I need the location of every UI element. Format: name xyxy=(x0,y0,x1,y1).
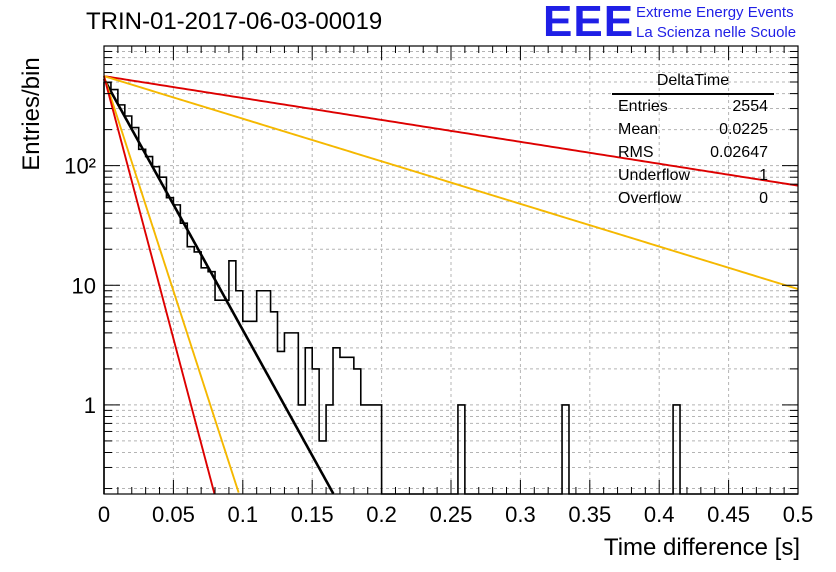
y-tick-label: 1 xyxy=(84,393,96,418)
x-tick-label: 0.2 xyxy=(366,502,397,527)
logo-subtitle-1: Extreme Energy Events xyxy=(636,4,794,21)
stats-value: 0 xyxy=(759,190,768,207)
x-tick-label: 0.35 xyxy=(568,502,611,527)
stats-row-mean: Mean 0.0225 xyxy=(612,118,774,141)
y-tick-label: 10 xyxy=(72,273,96,298)
stats-label: Underflow xyxy=(618,167,691,184)
fit-curve xyxy=(103,75,240,493)
stats-box: DeltaTime Entries 2554 Mean 0.0225 RMS 0… xyxy=(612,72,774,210)
logo-subtitle-2: La Scienza nelle Scuole xyxy=(636,24,797,41)
stats-row-underflow: Underflow 1 xyxy=(612,164,774,187)
x-tick-label: 0.5 xyxy=(783,502,814,527)
axes: 0 0.05 0.1 0.15 0.2 0.25 0.3 0.35 0.4 0.45 0.51101… xyxy=(64,45,814,527)
stats-label: RMS xyxy=(618,144,654,161)
x-tick-label: 0.1 xyxy=(228,502,259,527)
stats-row-rms: RMS 0.02647 xyxy=(612,141,774,164)
stats-label: Mean xyxy=(618,121,659,138)
page-title: TRIN-01-2017-06-03-00019 xyxy=(86,8,383,35)
stats-label: Entries xyxy=(618,98,668,115)
fit-curve xyxy=(103,75,799,290)
x-tick-label: 0 xyxy=(98,502,110,527)
stats-value: 0.0225 xyxy=(719,121,768,138)
x-axis-label: Time difference [s] xyxy=(603,534,800,561)
y-tick-label: 10² xyxy=(64,154,96,179)
y-axis-label: Entries/bin xyxy=(18,57,45,171)
stats-row-overflow: Overflow 0 xyxy=(612,187,774,210)
x-tick-label: 0.15 xyxy=(291,502,334,527)
fit-curve xyxy=(102,78,335,495)
x-tick-label: 0.4 xyxy=(644,502,675,527)
x-tick-label: 0.05 xyxy=(152,502,195,527)
stats-value: 1 xyxy=(759,167,768,184)
stats-label: Overflow xyxy=(618,190,682,207)
stats-value: 0.02647 xyxy=(710,144,768,161)
x-tick-label: 0.45 xyxy=(707,502,750,527)
stats-title: DeltaTime xyxy=(612,72,774,95)
x-tick-label: 0.3 xyxy=(505,502,536,527)
fit-curves xyxy=(102,75,799,495)
stats-row-entries: Entries 2554 xyxy=(612,95,774,118)
eee-logo: EEE xyxy=(543,0,635,46)
stats-value: 2554 xyxy=(732,98,768,115)
fit-curve xyxy=(103,75,799,187)
fit-curve xyxy=(103,75,216,495)
x-tick-label: 0.25 xyxy=(430,502,473,527)
